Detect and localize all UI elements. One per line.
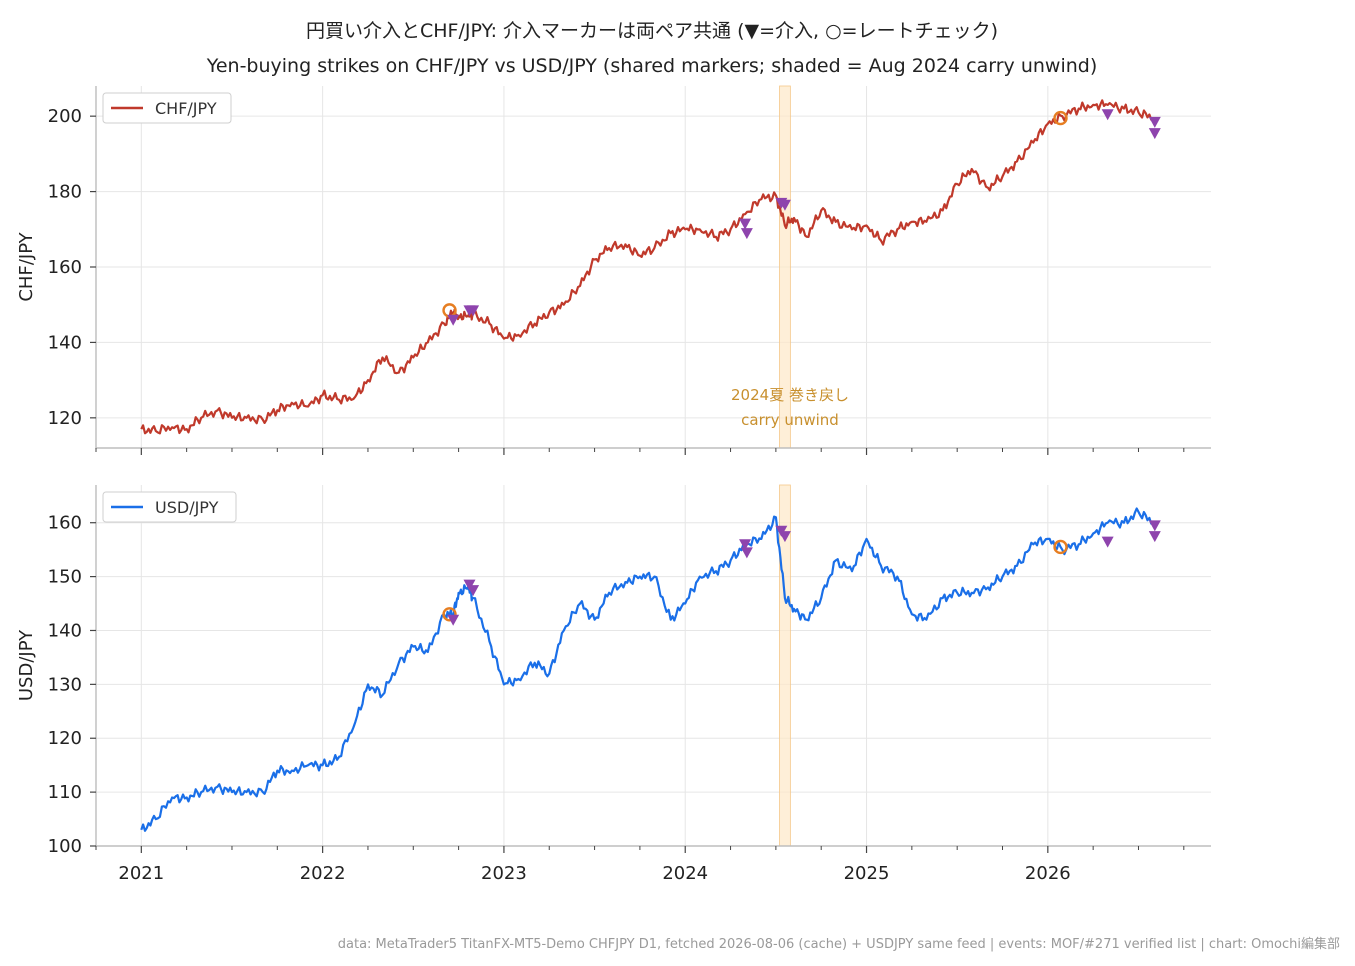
- y-tick-label: 140: [48, 332, 82, 353]
- legend: USD/JPY: [102, 491, 237, 523]
- rate-check-marker: [1053, 110, 1068, 126]
- y-axis-label: CHF/JPY: [16, 231, 37, 301]
- intervention-marker: [1148, 531, 1161, 543]
- y-tick-label: 120: [48, 728, 82, 749]
- chart-title-en: Yen-buying strikes on CHF/JPY vs USD/JPY…: [206, 55, 1098, 77]
- shade-label-en: carry unwind: [741, 411, 839, 429]
- intervention-marker: [778, 531, 791, 543]
- intervention-marker: [739, 218, 752, 230]
- intervention-marker: [1148, 116, 1161, 128]
- y-tick-label: 130: [48, 674, 82, 695]
- legend-label: CHF/JPY: [155, 99, 217, 118]
- legend-label: USD/JPY: [155, 498, 219, 517]
- x-tick-label: 2024: [662, 863, 708, 884]
- footer-source: data: MetaTrader5 TitanFX-MT5-Demo CHFJP…: [338, 936, 1340, 952]
- intervention-marker: [739, 539, 752, 551]
- y-tick-label: 150: [48, 567, 82, 588]
- intervention-marker: [467, 585, 480, 597]
- y-tick-label: 110: [48, 782, 82, 803]
- usd-jpy-series-line: [140, 507, 1154, 832]
- rate-check-marker: [442, 607, 457, 622]
- y-tick-label: 140: [48, 620, 82, 641]
- intervention-marker: [778, 199, 791, 211]
- x-tick-label: 2026: [1025, 863, 1071, 884]
- y-axis-label: USD/JPY: [16, 629, 37, 701]
- usd-jpy-panel: 100 110 120 130 140 150 160 2021 2022 2023 2024 202…: [16, 484, 1211, 884]
- intervention-marker: [1148, 520, 1161, 532]
- y-tick-label: 100: [48, 836, 82, 857]
- intervention-marker: [1101, 109, 1114, 121]
- intervention-marker: [740, 547, 753, 559]
- intervention-marker: [447, 314, 460, 326]
- chf-jpy-series-line: [140, 99, 1154, 435]
- intervention-marker: [1148, 128, 1161, 140]
- legend-box: [102, 92, 232, 124]
- rate-check-marker: [1053, 539, 1068, 555]
- y-tick-label: 120: [48, 408, 82, 429]
- y-tick-label: 160: [48, 257, 82, 278]
- y-tick-label: 180: [48, 182, 82, 203]
- chart-title-jp: 円買い介入とCHF/JPY: 介入マーカーは両ペア共通 (▼=介入, ○=レート…: [306, 20, 998, 42]
- intervention-marker: [1101, 536, 1114, 548]
- x-tick-label: 2025: [844, 863, 890, 884]
- legend-box: [102, 491, 237, 523]
- x-tick-label: 2023: [481, 863, 527, 884]
- y-tick-label: 160: [48, 513, 82, 534]
- chf-jpy-panel: 120 140 160 180 200 CHF/JPY CHF/JPY: [16, 85, 1211, 455]
- intervention-marker: [467, 305, 480, 317]
- intervention-marker: [447, 614, 460, 626]
- intervention-marker: [740, 228, 753, 240]
- y-tick-label: 200: [48, 106, 82, 127]
- shade-label-jp: 2024夏 巻き戻し: [731, 386, 849, 404]
- x-tick-label: 2021: [118, 863, 164, 884]
- legend: CHF/JPY: [102, 92, 232, 124]
- x-tick-label: 2022: [300, 863, 346, 884]
